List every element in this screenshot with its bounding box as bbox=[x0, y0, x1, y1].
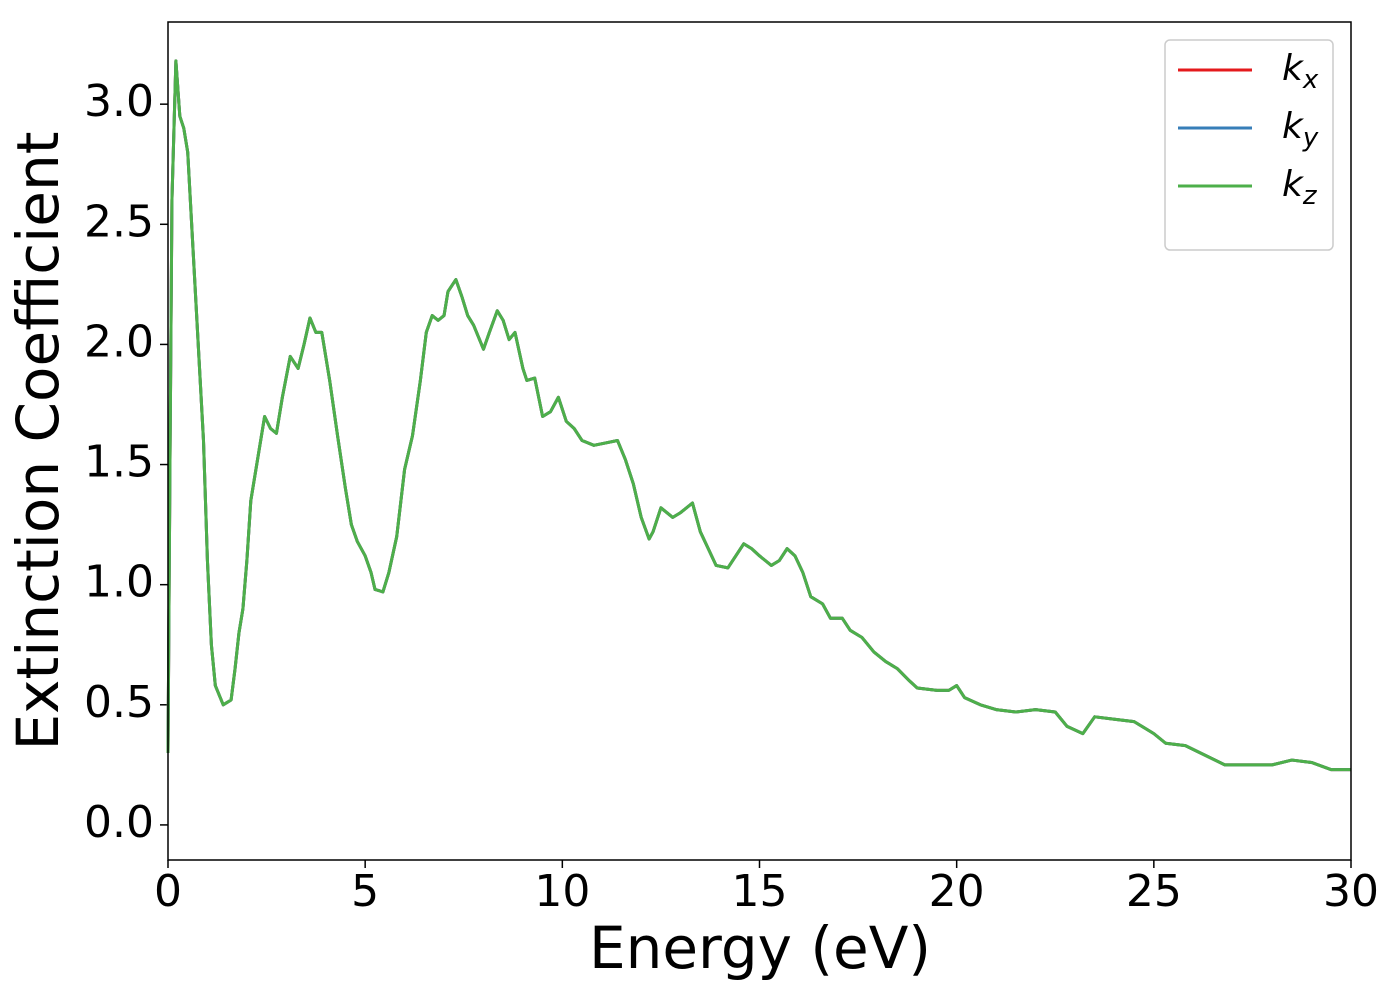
x-tick-label: 5 bbox=[351, 866, 379, 917]
y-tick-label: 3.0 bbox=[84, 76, 154, 127]
legend-label: kx bbox=[1282, 48, 1319, 95]
legend-label: ky bbox=[1282, 106, 1319, 153]
legend-label-sub: z bbox=[1302, 181, 1318, 211]
legend-label-sub: y bbox=[1302, 123, 1319, 153]
y-tick-label: 0.5 bbox=[84, 677, 154, 728]
plot-frame bbox=[167, 21, 1352, 861]
x-tick-label: 15 bbox=[732, 866, 788, 917]
x-tick-label: 10 bbox=[534, 866, 590, 917]
y-tick-label: 1.5 bbox=[84, 437, 154, 488]
y-tick-label: 0.0 bbox=[84, 797, 154, 848]
y-tick-label: 2.0 bbox=[84, 316, 154, 367]
x-tick-label: 30 bbox=[1323, 866, 1379, 917]
legend-label-main: k bbox=[1282, 164, 1305, 205]
legend-box bbox=[1164, 39, 1334, 251]
legend-label-main: k bbox=[1282, 48, 1305, 89]
x-tick-label: 20 bbox=[929, 866, 985, 917]
legend-label-sub: x bbox=[1302, 65, 1319, 95]
y-axis-label: Extinction Coefficient bbox=[4, 132, 72, 751]
legend-label-main: k bbox=[1282, 106, 1305, 147]
y-tick-label: 1.0 bbox=[84, 557, 154, 608]
x-axis-label: Energy (eV) bbox=[589, 914, 931, 982]
data-line bbox=[166, 59, 1351, 772]
x-tick-label: 25 bbox=[1126, 866, 1182, 917]
legend-label: kz bbox=[1282, 164, 1318, 211]
y-tick-label: 2.5 bbox=[84, 196, 154, 247]
x-tick-label: 0 bbox=[154, 866, 182, 917]
